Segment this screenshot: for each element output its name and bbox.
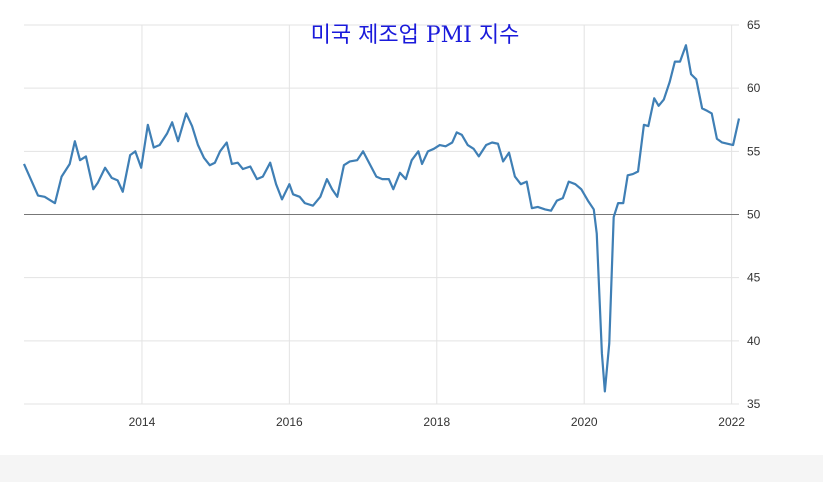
y-tick-label: 40 [747,334,761,348]
y-tick-label: 65 [747,18,761,32]
y-tick-label: 45 [747,271,761,285]
y-tick-label: 60 [747,81,761,95]
x-tick-label: 2022 [718,415,745,429]
x-tick-label: 2016 [276,415,303,429]
x-tick-label: 2014 [129,415,156,429]
y-tick-label: 50 [747,208,761,222]
y-tick-label: 35 [747,397,761,411]
x-tick-label: 2018 [423,415,450,429]
y-tick-label: 55 [747,144,761,158]
chart-title: 미국 제조업 PMI 지수 [311,23,520,48]
data-line [22,44,741,393]
x-tick-label: 2020 [571,415,598,429]
footer-strip [0,455,823,482]
